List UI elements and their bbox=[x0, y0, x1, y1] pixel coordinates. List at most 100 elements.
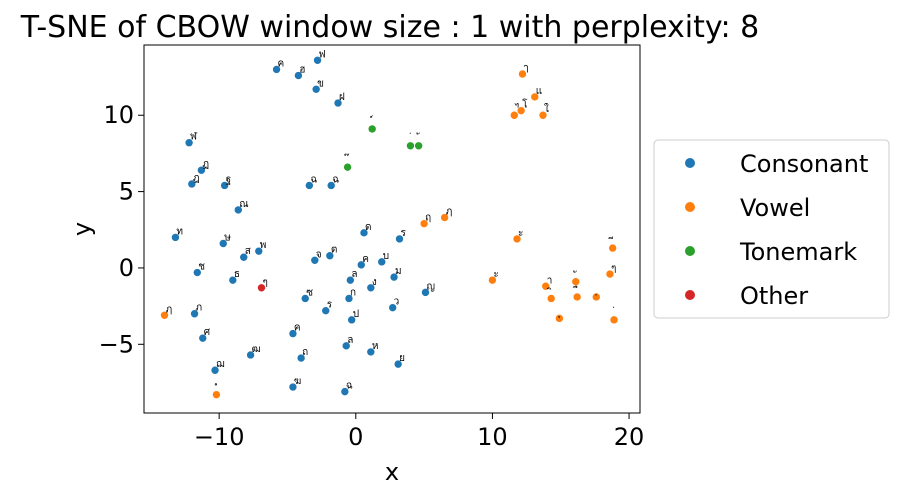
x-tick-label: 10 bbox=[477, 423, 508, 451]
point-label: ค bbox=[278, 58, 285, 69]
point-tonemark bbox=[367, 124, 377, 134]
point-vowel bbox=[509, 110, 519, 120]
point-consonant bbox=[347, 315, 356, 325]
point-label: ค bbox=[294, 323, 301, 334]
legend: Consonant Vowel Tonemark Other bbox=[653, 139, 890, 319]
point-vowel bbox=[541, 281, 551, 291]
point-label: ั bbox=[573, 271, 577, 273]
point-label: ร bbox=[401, 228, 407, 239]
point-vowel bbox=[160, 310, 169, 320]
point-consonant bbox=[325, 251, 335, 261]
point-label: ฟ bbox=[319, 49, 326, 60]
point-consonant bbox=[187, 179, 197, 189]
point-consonant bbox=[197, 165, 206, 175]
point-vowel bbox=[488, 275, 497, 285]
point-consonant bbox=[341, 341, 351, 351]
x-tick-label: 20 bbox=[614, 423, 645, 451]
point-consonant bbox=[300, 294, 310, 303]
point-label: ํ bbox=[214, 384, 217, 386]
point-label: ฉ bbox=[310, 174, 317, 185]
point-consonant bbox=[393, 359, 403, 369]
legend-marker-vowel bbox=[685, 202, 695, 212]
point-consonant bbox=[228, 275, 238, 285]
point-vowel bbox=[440, 213, 449, 222]
point-vowel bbox=[571, 277, 581, 286]
point-label: ฝ bbox=[339, 92, 345, 103]
point-consonant bbox=[218, 239, 228, 248]
point-label: ญ bbox=[426, 281, 435, 292]
point-label: ศ bbox=[204, 327, 211, 338]
point-label: ่ bbox=[613, 306, 615, 308]
point-label: ฮ bbox=[299, 65, 305, 76]
point-consonant bbox=[388, 303, 397, 312]
point-label: ฌ bbox=[216, 359, 225, 370]
point-label: ห bbox=[372, 341, 379, 352]
point-label: ะ bbox=[493, 269, 498, 280]
point-consonant bbox=[346, 275, 355, 285]
point-label: ฬ bbox=[190, 131, 198, 143]
point-label: ง bbox=[372, 277, 377, 288]
point-consonant bbox=[272, 65, 281, 74]
point-label: ฎ bbox=[193, 173, 200, 184]
point-consonant bbox=[220, 181, 229, 190]
point-consonant bbox=[333, 98, 343, 108]
point-vowel bbox=[512, 234, 522, 244]
point-vowel bbox=[530, 92, 540, 102]
point-label: จ bbox=[316, 249, 322, 260]
legend-label-tonemark: Tonemark bbox=[739, 238, 857, 266]
point-label: ส bbox=[245, 246, 251, 257]
point-consonant bbox=[311, 84, 321, 94]
legend-label-consonant: Consonant bbox=[740, 150, 868, 178]
point-label: ธ bbox=[234, 269, 240, 280]
point-label: ้ bbox=[416, 132, 421, 135]
point-label: ค bbox=[362, 254, 369, 265]
point-label: ๅ bbox=[523, 63, 528, 74]
point-label: แ bbox=[536, 86, 542, 97]
point-label: ี bbox=[608, 236, 614, 240]
x-axis-label: x bbox=[385, 458, 399, 486]
point-label: ล bbox=[347, 335, 353, 346]
point-consonant bbox=[389, 272, 399, 282]
point-consonant bbox=[395, 234, 404, 244]
point-consonant bbox=[356, 260, 366, 270]
point-label: ฉ bbox=[332, 174, 339, 185]
point-vowel bbox=[518, 69, 527, 79]
point-other bbox=[257, 283, 266, 293]
point-label: ล bbox=[351, 269, 357, 280]
y-tick-label: 5 bbox=[119, 178, 134, 206]
x-tick-label: 0 bbox=[348, 423, 363, 451]
point-consonant bbox=[233, 205, 243, 215]
point-consonant bbox=[246, 350, 255, 360]
point-tonemark bbox=[343, 162, 352, 172]
point-label: ต bbox=[331, 245, 338, 256]
point-label: ภ bbox=[196, 303, 203, 314]
point-vowel bbox=[591, 292, 601, 302]
point-label: ๆ bbox=[611, 263, 616, 274]
y-tick-label: 0 bbox=[119, 254, 134, 282]
point-consonant bbox=[198, 333, 208, 343]
point-consonant bbox=[294, 71, 303, 80]
point-label: ฉ bbox=[346, 381, 353, 392]
point-consonant bbox=[190, 309, 199, 319]
point-consonant bbox=[239, 252, 249, 262]
point-label: ร bbox=[327, 300, 333, 311]
legend-marker-consonant bbox=[685, 158, 695, 168]
point-vowel bbox=[516, 106, 526, 115]
point-consonant bbox=[326, 181, 336, 190]
point-consonant bbox=[192, 268, 202, 277]
point-consonant bbox=[366, 347, 376, 357]
point-consonant bbox=[310, 256, 320, 265]
point-label: โ bbox=[522, 98, 528, 111]
point-label: ข bbox=[317, 78, 324, 89]
point-label: ก bbox=[350, 287, 356, 298]
point-label: บ bbox=[383, 251, 389, 262]
point-label: ป bbox=[353, 309, 359, 320]
point-label: ๆ bbox=[263, 277, 268, 288]
point-label: ฐ bbox=[226, 174, 232, 185]
point-consonant bbox=[210, 365, 220, 375]
point-vowel bbox=[538, 110, 548, 120]
point-consonant bbox=[171, 233, 180, 242]
legend-label-vowel: Vowel bbox=[740, 194, 810, 222]
point-label: ถ bbox=[302, 347, 308, 358]
